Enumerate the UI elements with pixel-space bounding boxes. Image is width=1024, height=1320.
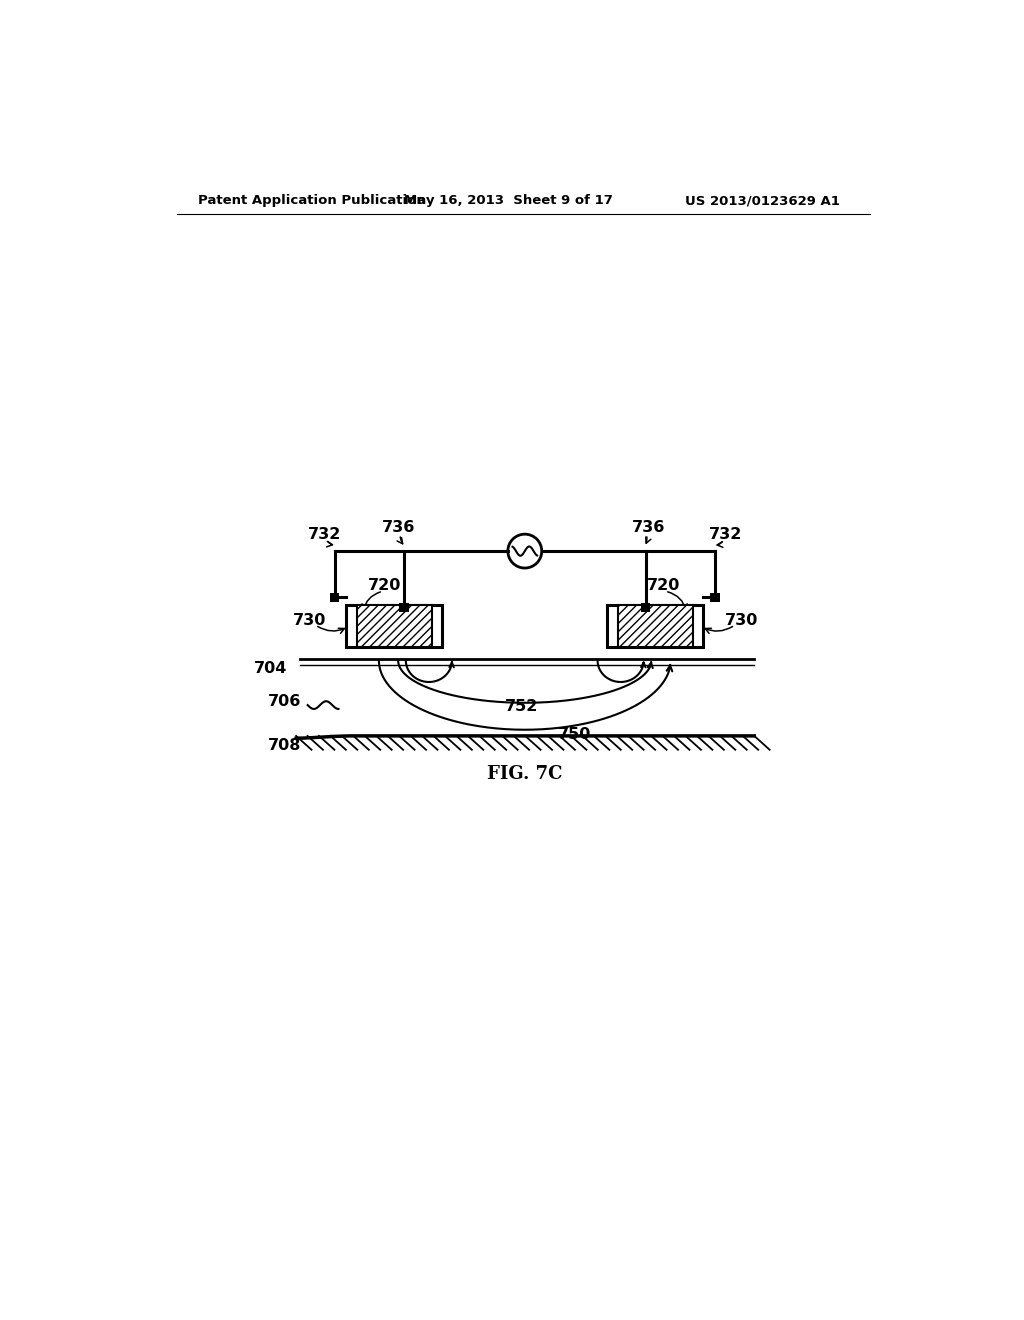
Bar <box>607 605 703 647</box>
Text: 706: 706 <box>268 694 301 709</box>
Bar <box>346 605 442 647</box>
Text: May 16, 2013  Sheet 9 of 17: May 16, 2013 Sheet 9 of 17 <box>403 194 612 207</box>
Text: 720: 720 <box>368 578 401 593</box>
Text: FIG. 7C: FIG. 7C <box>487 766 562 783</box>
Text: 720: 720 <box>647 578 680 593</box>
Bar <box>330 593 339 602</box>
Text: 752: 752 <box>505 700 539 714</box>
Text: 736: 736 <box>632 520 666 536</box>
Text: 708: 708 <box>268 738 301 752</box>
Text: US 2013/0123629 A1: US 2013/0123629 A1 <box>685 194 840 207</box>
Bar <box>399 603 409 612</box>
Text: 732: 732 <box>709 527 742 541</box>
Text: Patent Application Publication: Patent Application Publication <box>199 194 426 207</box>
Text: 730: 730 <box>725 612 758 628</box>
Text: 704: 704 <box>254 660 287 676</box>
Text: 750: 750 <box>558 727 591 742</box>
Bar <box>641 603 650 612</box>
Bar <box>357 605 432 647</box>
Bar <box>711 593 720 602</box>
Text: 736: 736 <box>382 520 415 536</box>
Text: 732: 732 <box>308 527 341 541</box>
Bar <box>617 605 692 647</box>
Text: 730: 730 <box>293 612 326 628</box>
